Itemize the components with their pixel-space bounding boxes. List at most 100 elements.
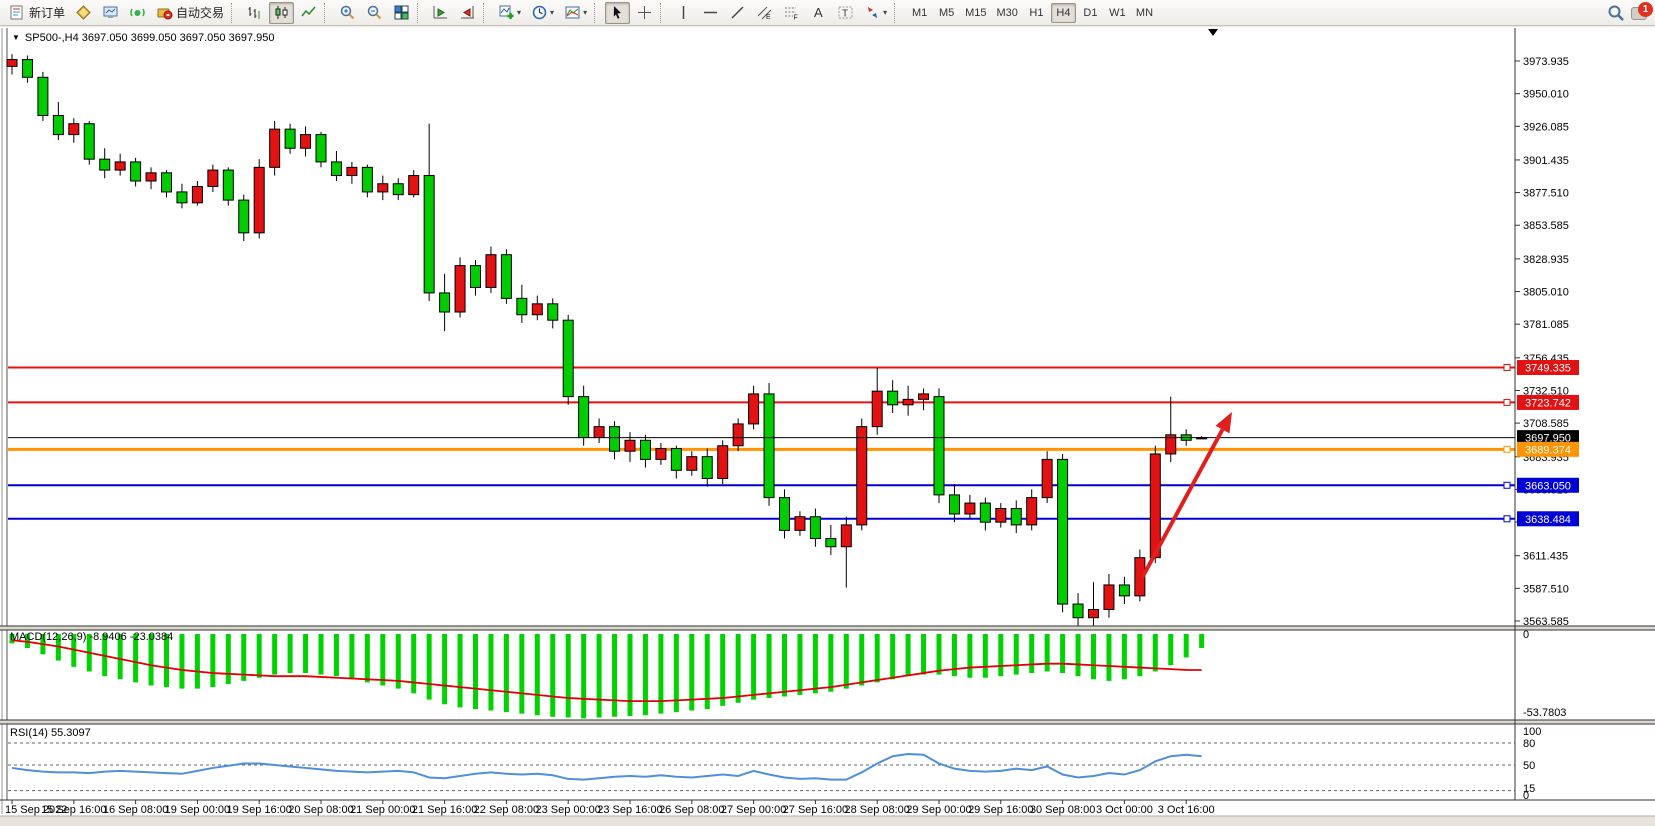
- zoom-in-button[interactable]: [335, 2, 360, 24]
- candle-body: [547, 303, 559, 321]
- auto-scroll-button[interactable]: [428, 2, 453, 24]
- rsi-axis-label: 100: [1523, 726, 1541, 738]
- clock-icon: [531, 4, 548, 21]
- text-button[interactable]: A: [806, 2, 831, 24]
- notifications-icon[interactable]: 1: [1631, 1, 1653, 22]
- candle-body: [856, 426, 868, 526]
- price-tick-label: 3901.435: [1523, 155, 1569, 167]
- bar-chart-button[interactable]: [242, 2, 267, 24]
- chart-shift-marker[interactable]: [1208, 29, 1218, 36]
- pane-splitter[interactable]: [0, 720, 1655, 724]
- time-tick-label: 30 Sep 08:00: [1030, 804, 1095, 816]
- quotes-button[interactable]: [71, 2, 96, 24]
- horizontal-line-icon: [702, 4, 719, 21]
- market-watch-icon: [102, 4, 119, 21]
- timeframe-m30-button[interactable]: M30: [996, 6, 1018, 19]
- candle-body: [670, 447, 682, 471]
- indicators-button[interactable]: ▾: [494, 2, 525, 24]
- signals-icon: [129, 4, 146, 21]
- crosshair-button[interactable]: [632, 2, 657, 24]
- price-label-text: 3697.950: [1525, 433, 1571, 445]
- timeframe-m15-button[interactable]: M15: [965, 6, 987, 19]
- time-tick-label: 16 Sep 08:00: [103, 804, 168, 816]
- candle-body: [639, 439, 651, 460]
- chart-menu-triangle-icon[interactable]: ▼: [12, 33, 20, 42]
- timeframe-w1-button[interactable]: W1: [1109, 6, 1126, 19]
- rsi-axis-label: 50: [1523, 760, 1535, 772]
- pane-splitter[interactable]: [0, 626, 1655, 630]
- svg-text:A: A: [814, 5, 823, 20]
- chart-background[interactable]: [0, 27, 1655, 816]
- cursor-button[interactable]: [605, 1, 631, 24]
- timeframe-h4-button[interactable]: H4: [1050, 2, 1076, 23]
- dropdown-caret-icon[interactable]: ▾: [550, 8, 555, 17]
- line-anchor-handle[interactable]: [1503, 515, 1511, 523]
- market-watch-button[interactable]: [98, 2, 123, 24]
- price-label-text: 3663.050: [1525, 480, 1571, 492]
- label-button[interactable]: T: [833, 2, 858, 24]
- candle-body: [1103, 584, 1115, 611]
- trend-arrow-line[interactable]: [1140, 428, 1225, 579]
- candle-body: [1010, 508, 1022, 526]
- templates-button[interactable]: ▾: [560, 2, 591, 24]
- search-icon[interactable]: [1607, 4, 1625, 22]
- channel-button[interactable]: E: [752, 2, 777, 24]
- timeframe-m1-button[interactable]: M1: [911, 6, 928, 19]
- price-label-box: [1517, 394, 1579, 410]
- candle-body: [624, 439, 636, 452]
- candle-body: [979, 502, 991, 523]
- timeframe-m5-button[interactable]: M5: [938, 6, 955, 19]
- line-chart-button[interactable]: [296, 2, 321, 24]
- zoom-out-button[interactable]: [362, 2, 387, 24]
- time-tick-label: 27 Sep 16:00: [783, 804, 848, 816]
- macd-axis-label: 0: [1523, 629, 1529, 641]
- auto-scroll-icon: [432, 4, 449, 21]
- price-tick-label: 3853.585: [1523, 220, 1569, 232]
- timeframe-d1-button[interactable]: D1: [1083, 6, 1098, 19]
- line-anchor-handle[interactable]: [1503, 364, 1511, 372]
- trend-arrow-head[interactable]: [1215, 412, 1232, 434]
- candlestick-button[interactable]: [269, 1, 295, 24]
- add-indicator-icon: [498, 4, 515, 21]
- svg-text:F: F: [794, 15, 798, 22]
- candle-body: [686, 456, 698, 471]
- price-tick-label: 3926.085: [1523, 121, 1569, 133]
- new-order-button[interactable]: 新订单: [5, 2, 69, 24]
- chart-shift-button[interactable]: [455, 2, 480, 24]
- dropdown-caret-icon[interactable]: ▾: [883, 8, 888, 17]
- candle-body: [840, 524, 852, 548]
- arrows-button[interactable]: ▾: [860, 2, 891, 24]
- dropdown-caret-icon[interactable]: ▾: [517, 8, 522, 17]
- time-tick-label: 29 Sep 00:00: [906, 804, 971, 816]
- svg-text:E: E: [766, 14, 771, 21]
- timeframe-mn-button[interactable]: MN: [1135, 6, 1154, 19]
- chart-title[interactable]: ▼ SP500-,H4 3697.050 3699.050 3697.050 36…: [12, 32, 274, 44]
- line-anchor-handle[interactable]: [1503, 445, 1511, 453]
- price-label-box: [1517, 511, 1579, 527]
- signals-button[interactable]: [125, 2, 150, 24]
- periods-button[interactable]: ▾: [527, 2, 558, 24]
- timeframe-h1-button[interactable]: H1: [1029, 6, 1044, 19]
- vertical-line-button[interactable]: [671, 2, 696, 24]
- trendline-button[interactable]: [725, 2, 750, 24]
- horizontal-line-button[interactable]: [698, 2, 723, 24]
- autotrading-button[interactable]: 自动交易: [152, 2, 228, 24]
- line-anchor-handle[interactable]: [1503, 398, 1511, 406]
- line-anchor-handle[interactable]: [1503, 481, 1511, 489]
- dropdown-caret-icon[interactable]: ▾: [583, 8, 588, 17]
- candle-body: [145, 172, 157, 182]
- price-tick-label: 3611.435: [1523, 551, 1568, 563]
- candle-body: [933, 396, 945, 496]
- zoom-out-icon: [366, 4, 383, 21]
- fibonacci-button[interactable]: F: [779, 2, 804, 24]
- candle-body: [887, 390, 899, 406]
- notification-count-badge: 1: [1638, 1, 1653, 17]
- toolbar-right: 1: [1607, 1, 1653, 22]
- tile-windows-button[interactable]: [389, 2, 414, 24]
- time-tick-label: 20 Sep 08:00: [288, 804, 353, 816]
- new-order-icon: [9, 4, 26, 21]
- timeframe-toolbar: M1 M5 M15 M30 H1 H4 D1 W1 MN: [906, 2, 1158, 23]
- candle-body: [609, 426, 621, 452]
